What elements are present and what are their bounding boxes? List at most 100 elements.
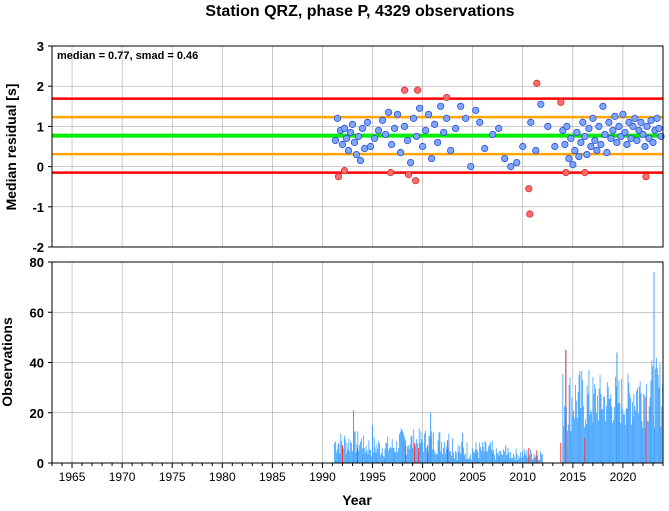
- residual-point: [639, 130, 647, 139]
- residual-point: [354, 132, 363, 141]
- residual-point: [348, 120, 357, 128]
- residual-point: [591, 136, 599, 145]
- residual-point: [366, 142, 375, 151]
- residual-y-axis: -2 -1 0 1 2 3: [32, 39, 52, 255]
- residual-point: [571, 146, 579, 155]
- residual-point: [409, 114, 418, 122]
- residual-point: [629, 122, 637, 131]
- residual-point: [467, 163, 475, 171]
- residual-point: [537, 100, 545, 108]
- year-x-axis-label: Year: [342, 492, 372, 508]
- residual-point: [583, 150, 591, 159]
- residual-point: [363, 118, 372, 126]
- residual-point: [609, 126, 617, 135]
- y-tick-label: -2: [32, 240, 44, 255]
- x-tick-label: 2005: [459, 470, 486, 484]
- residual-point: [563, 122, 571, 131]
- outlier-point: [386, 169, 395, 177]
- y-tick-label: -1: [32, 200, 44, 215]
- residual-point: [575, 152, 583, 161]
- year-x-axis: 1965 1970 1975 1980 1985 1990 1995 2000 2005 2010…: [51, 463, 664, 484]
- residual-point: [393, 110, 402, 118]
- residual-point: [381, 130, 390, 139]
- residual-panel: median = 0.77, smad = 0.46 -2 -1 0 1 2 3 Medi…: [3, 39, 665, 255]
- observations-y-axis-label: Observations: [0, 317, 15, 407]
- y-tick-label: 80: [30, 255, 44, 270]
- residual-point: [333, 114, 342, 122]
- residual-point: [599, 102, 607, 110]
- residual-point: [567, 134, 575, 143]
- x-tick-label: 1995: [359, 470, 386, 484]
- residual-y-axis-label: Median residual [s]: [3, 84, 19, 211]
- outlier-point: [557, 98, 565, 106]
- x-tick-label: 1985: [259, 470, 286, 484]
- residual-point: [623, 140, 631, 149]
- residual-point: [495, 124, 503, 133]
- residual-point: [655, 124, 663, 133]
- x-tick-label: 2020: [610, 470, 637, 484]
- residual-point: [653, 114, 661, 122]
- x-tick-label: 1970: [109, 470, 136, 484]
- residual-point: [400, 122, 409, 131]
- residual-point: [390, 124, 399, 133]
- outlier-point: [400, 86, 409, 94]
- residual-point: [358, 124, 367, 133]
- residual-point: [519, 142, 527, 151]
- residual-point: [481, 144, 489, 153]
- residual-point: [443, 114, 451, 122]
- outlier-point: [340, 167, 349, 175]
- residual-point: [607, 134, 615, 143]
- residual-point: [597, 140, 605, 149]
- residual-point: [637, 118, 645, 126]
- residual-point: [489, 130, 497, 139]
- residual-point: [346, 128, 355, 137]
- x-tick-label: 1990: [309, 470, 336, 484]
- residual-grid: [52, 45, 663, 248]
- residual-point: [627, 134, 635, 143]
- residual-point: [422, 126, 430, 135]
- residual-points: [331, 79, 665, 218]
- y-tick-label: 0: [37, 160, 44, 175]
- residual-point: [419, 142, 427, 151]
- residual-point: [344, 146, 353, 155]
- residual-point: [440, 128, 448, 137]
- residual-point: [396, 148, 405, 157]
- residual-point: [615, 122, 623, 131]
- residual-point: [601, 130, 609, 139]
- residual-point: [387, 140, 396, 149]
- residual-point: [431, 120, 439, 128]
- residual-point: [544, 122, 552, 131]
- residual-point: [619, 110, 627, 118]
- x-tick-label: 2010: [509, 470, 536, 484]
- residual-point: [585, 124, 593, 133]
- y-tick-label: 40: [30, 356, 44, 371]
- residual-point: [613, 138, 621, 147]
- residual-point: [581, 132, 589, 141]
- residual-point: [434, 138, 442, 147]
- residual-point: [569, 160, 577, 169]
- residual-point: [340, 124, 349, 133]
- outlier-point: [526, 210, 534, 218]
- residual-point: [472, 106, 480, 114]
- residual-point: [647, 116, 655, 124]
- outlier-point: [443, 93, 451, 102]
- residual-point: [633, 136, 641, 145]
- residual-point: [532, 146, 540, 155]
- outlier-point: [334, 173, 343, 181]
- residual-point: [403, 136, 412, 145]
- residual-point: [577, 138, 585, 147]
- residual-plot-frame: [51, 45, 664, 248]
- outlier-point: [562, 169, 570, 177]
- residual-point: [331, 136, 340, 145]
- y-tick-label: 1: [37, 119, 44, 134]
- y-tick-label: 3: [37, 39, 44, 54]
- x-tick-label: 2000: [409, 470, 436, 484]
- residual-point: [621, 128, 629, 137]
- residual-point: [513, 158, 521, 167]
- residual-point: [561, 140, 569, 149]
- residual-point: [370, 134, 379, 143]
- residual-point: [406, 158, 415, 167]
- residual-point: [565, 154, 573, 163]
- residual-point: [643, 122, 651, 131]
- residual-point: [507, 163, 515, 171]
